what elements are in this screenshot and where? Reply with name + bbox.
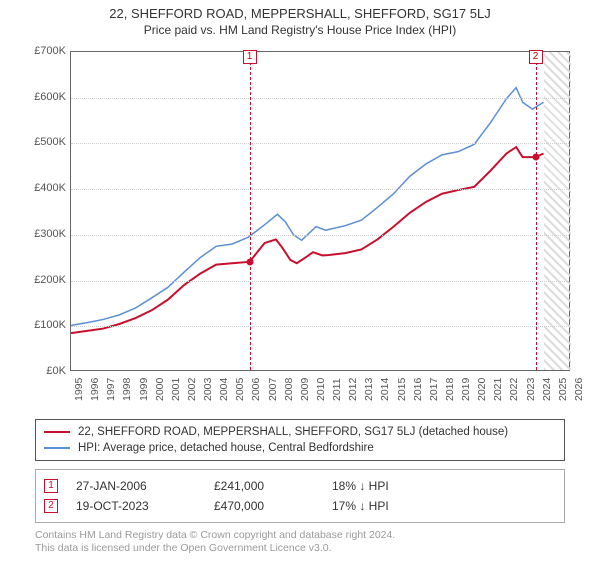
x-tick-label: 2026 xyxy=(573,378,585,401)
x-tick-label: 2011 xyxy=(331,378,343,401)
annotation-line xyxy=(250,52,251,370)
x-tick-label: 2008 xyxy=(283,378,295,401)
transaction-diff: 18% ↓ HPI xyxy=(332,476,389,496)
sale-point-marker xyxy=(246,258,253,265)
y-tick-label: £500K xyxy=(20,136,66,148)
x-tick-label: 2019 xyxy=(460,378,472,401)
gridline xyxy=(71,281,569,282)
legend-label: 22, SHEFFORD ROAD, MEPPERSHALL, SHEFFORD… xyxy=(78,424,508,440)
x-tick-label: 2018 xyxy=(444,378,456,401)
x-tick-label: 1998 xyxy=(121,378,133,401)
x-tick-label: 2025 xyxy=(557,378,569,401)
x-tick-label: 1996 xyxy=(89,378,101,401)
x-tick-label: 2016 xyxy=(412,378,424,401)
sale-point-marker xyxy=(532,154,539,161)
transaction-diff: 17% ↓ HPI xyxy=(332,496,389,516)
transaction-price: £470,000 xyxy=(214,496,314,516)
transaction-price: £241,000 xyxy=(214,476,314,496)
transaction-row: 1 27-JAN-2006 £241,000 18% ↓ HPI xyxy=(44,476,556,496)
x-tick-label: 2015 xyxy=(396,378,408,401)
y-tick-label: £300K xyxy=(20,228,66,240)
x-tick-label: 2023 xyxy=(525,378,537,401)
attribution-text: Contains HM Land Registry data © Crown c… xyxy=(35,529,565,555)
x-tick-label: 1999 xyxy=(138,378,150,401)
y-tick-label: £200K xyxy=(20,274,66,286)
x-tick-label: 2021 xyxy=(492,378,504,401)
legend-box: 22, SHEFFORD ROAD, MEPPERSHALL, SHEFFORD… xyxy=(35,419,565,461)
chart-container: £0K £100K £200K £300K £400K £500K £600K £700K 1… xyxy=(20,43,580,413)
transactions-table: 1 27-JAN-2006 £241,000 18% ↓ HPI 2 19-OCT-202… xyxy=(35,469,565,523)
x-tick-label: 2020 xyxy=(476,378,488,401)
attribution-line-2: This data is licensed under the Open Gov… xyxy=(35,542,565,555)
x-tick-label: 2009 xyxy=(299,378,311,401)
line-series-svg xyxy=(71,52,571,372)
legend-label: HPI: Average price, detached house, Cent… xyxy=(78,440,374,456)
transaction-date: 19-OCT-2023 xyxy=(76,496,196,516)
chart-title: 22, SHEFFORD ROAD, MEPPERSHALL, SHEFFORD… xyxy=(0,6,600,21)
x-tick-label: 2022 xyxy=(508,378,520,401)
x-tick-label: 2013 xyxy=(363,378,375,401)
x-tick-label: 2006 xyxy=(250,378,262,401)
x-tick-label: 2017 xyxy=(428,378,440,401)
gridline xyxy=(71,235,569,236)
x-tick-label: 2000 xyxy=(154,378,166,401)
x-tick-label: 2004 xyxy=(218,378,230,401)
gridline xyxy=(71,326,569,327)
annotation-marker: 2 xyxy=(529,50,543,64)
x-tick-label: 2014 xyxy=(379,378,391,401)
x-tick-label: 2005 xyxy=(234,378,246,401)
x-tick-label: 2010 xyxy=(315,378,327,401)
x-tick-label: 2012 xyxy=(347,378,359,401)
series-property xyxy=(71,147,544,333)
y-tick-label: £600K xyxy=(20,91,66,103)
transaction-date: 27-JAN-2006 xyxy=(76,476,196,496)
attribution-line-1: Contains HM Land Registry data © Crown c… xyxy=(35,529,565,542)
x-tick-label: 2003 xyxy=(202,378,214,401)
y-tick-label: £100K xyxy=(20,319,66,331)
chart-subtitle: Price paid vs. HM Land Registry's House … xyxy=(0,23,600,37)
y-tick-label: £400K xyxy=(20,182,66,194)
gridline xyxy=(71,143,569,144)
series-hpi xyxy=(71,88,544,326)
legend-item: HPI: Average price, detached house, Cent… xyxy=(44,440,556,456)
gridline xyxy=(71,189,569,190)
gridline xyxy=(71,98,569,99)
x-tick-label: 2002 xyxy=(186,378,198,401)
transaction-row: 2 19-OCT-2023 £470,000 17% ↓ HPI xyxy=(44,496,556,516)
transaction-index: 2 xyxy=(44,499,58,513)
plot-area: 12 xyxy=(70,51,570,371)
legend-swatch xyxy=(44,447,70,449)
x-tick-label: 2007 xyxy=(267,378,279,401)
annotation-marker: 1 xyxy=(243,50,257,64)
x-tick-label: 2024 xyxy=(541,378,553,401)
y-tick-label: £700K xyxy=(20,45,66,57)
x-tick-label: 1995 xyxy=(73,378,85,401)
transaction-index: 1 xyxy=(44,479,58,493)
x-tick-label: 1997 xyxy=(105,378,117,401)
legend-item: 22, SHEFFORD ROAD, MEPPERSHALL, SHEFFORD… xyxy=(44,424,556,440)
annotation-line xyxy=(536,52,537,370)
y-tick-label: £0K xyxy=(20,365,66,377)
legend-swatch xyxy=(44,431,70,433)
x-tick-label: 2001 xyxy=(170,378,182,401)
